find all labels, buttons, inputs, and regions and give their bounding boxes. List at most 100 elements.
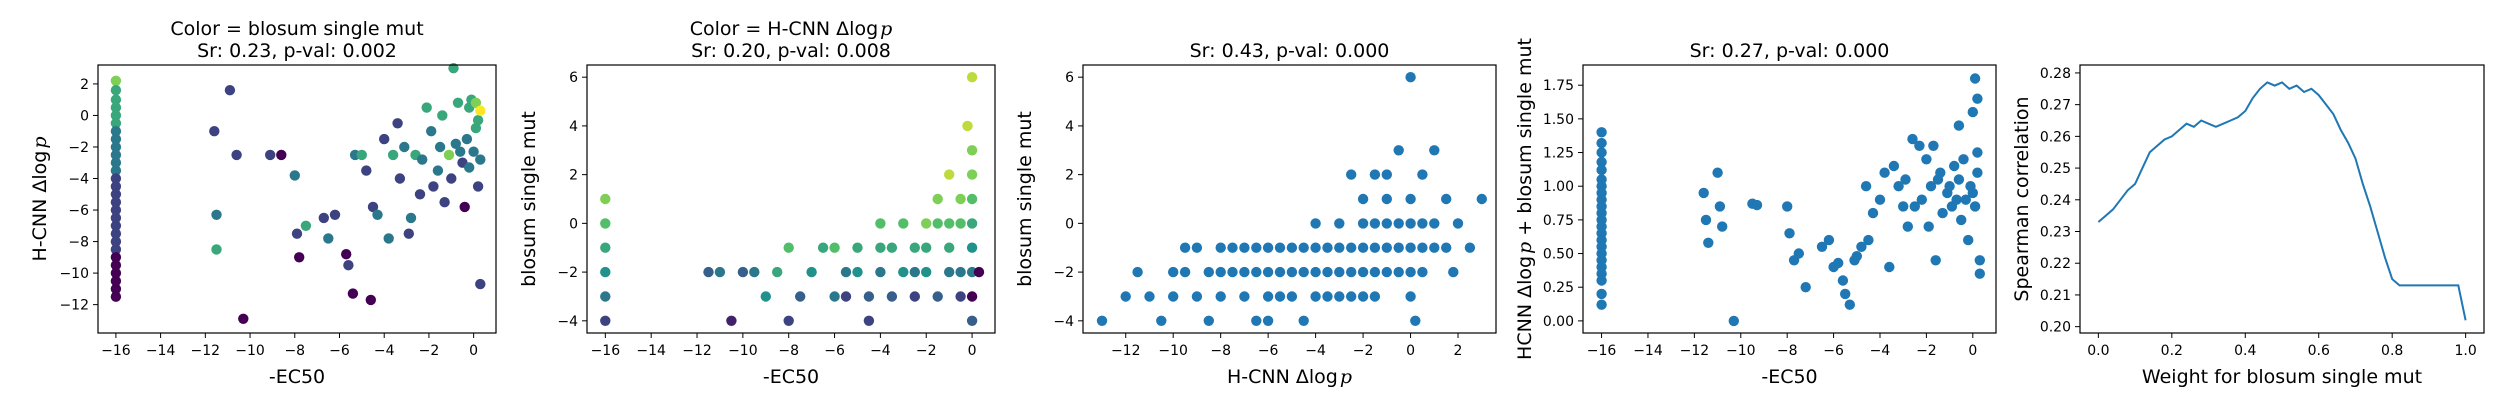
y-tick-label: 6	[569, 70, 578, 86]
x-tick-label: −16	[591, 343, 621, 359]
data-point	[475, 105, 486, 116]
data-point	[1346, 169, 1357, 180]
data-point	[452, 97, 464, 109]
data-point	[110, 275, 122, 287]
data-point	[1132, 266, 1143, 278]
x-tick-label: 0	[1968, 343, 1977, 359]
data-point	[875, 266, 886, 278]
data-point	[1203, 266, 1215, 278]
y-tick-label: 2	[80, 77, 89, 93]
data-point	[760, 291, 771, 302]
data-point	[1310, 291, 1321, 302]
data-point	[909, 266, 920, 278]
data-point	[437, 110, 448, 121]
data-point	[932, 218, 943, 229]
data-point	[1907, 133, 1918, 145]
data-point	[110, 197, 122, 208]
x-tick-label: −8	[778, 343, 799, 359]
data-point	[405, 212, 417, 224]
y-axis-label: blosum single mut	[1014, 111, 1036, 287]
y-tick-label: 0	[569, 216, 578, 232]
x-tick-label: −4	[1305, 343, 1326, 359]
data-point	[1405, 291, 1416, 302]
data-point	[1405, 242, 1416, 253]
data-point	[110, 141, 122, 153]
data-point	[1937, 207, 1948, 219]
data-point	[1900, 174, 1911, 185]
data-point	[955, 266, 966, 278]
data-point	[1596, 127, 1607, 138]
chart-2: −16 −14 −12 −10 −8 −6 −4 −2 0 −4 −2 0 2 4 6 -EC50 blosum…	[518, 18, 996, 388]
data-point	[944, 218, 955, 229]
x-tick-label: −4	[1870, 343, 1891, 359]
data-point	[1215, 291, 1226, 302]
data-point	[209, 126, 220, 137]
plot-area	[2097, 81, 2467, 321]
data-point	[966, 72, 978, 83]
x-tick-label: −6	[1258, 343, 1279, 359]
data-point	[817, 242, 829, 253]
data-point	[110, 228, 122, 239]
data-point	[110, 244, 122, 255]
data-point	[1833, 257, 1844, 269]
y-tick-label: 0	[80, 108, 89, 124]
data-point	[966, 145, 978, 156]
data-point	[341, 249, 352, 260]
data-point	[1298, 315, 1309, 326]
data-point	[1958, 154, 1969, 165]
data-point	[921, 266, 932, 278]
data-point	[1452, 218, 1464, 229]
data-point	[329, 209, 341, 220]
data-point	[231, 149, 242, 161]
data-point	[714, 266, 726, 278]
data-point	[1953, 120, 1965, 131]
data-point	[1357, 291, 1369, 302]
data-point	[1357, 193, 1369, 205]
data-point	[1239, 291, 1250, 302]
data-point	[962, 120, 973, 132]
x-tick-label: −2	[1916, 343, 1937, 359]
data-point	[291, 228, 303, 239]
x-tick-label: −6	[824, 343, 845, 359]
data-point	[1784, 228, 1795, 239]
data-point	[1215, 242, 1226, 253]
data-point	[1928, 140, 1939, 151]
data-point	[1168, 266, 1179, 278]
data-point	[783, 242, 794, 253]
data-point	[1346, 291, 1357, 302]
data-point	[1902, 221, 1914, 232]
data-point	[1916, 194, 1928, 205]
data-point	[1393, 145, 1404, 156]
data-point	[1956, 214, 1967, 226]
data-point	[1974, 255, 1986, 266]
data-point	[110, 110, 122, 121]
data-point	[1203, 315, 1215, 326]
data-point	[1096, 315, 1108, 326]
x-tick-label: −14	[636, 343, 666, 359]
data-point	[211, 244, 222, 255]
data-point	[1334, 242, 1345, 253]
data-point	[446, 173, 457, 184]
data-point	[966, 193, 978, 205]
data-point	[1596, 288, 1607, 300]
data-point	[955, 291, 966, 302]
y-tick-label: 0.27	[2040, 98, 2071, 114]
data-point	[289, 170, 300, 181]
data-point	[1322, 266, 1333, 278]
y-tick-label: −2	[68, 140, 89, 156]
axes-frame	[2079, 64, 2485, 334]
data-point	[1298, 242, 1309, 253]
data-point	[1856, 241, 1867, 252]
x-tick-label: −6	[1823, 343, 1844, 359]
data-point	[772, 266, 783, 278]
y-tick-label: 1.50	[1543, 112, 1574, 128]
data-point	[1251, 242, 1262, 253]
data-point	[909, 242, 920, 253]
y-tick-label: 0.26	[2040, 129, 2071, 145]
chart-subtitle: Sr: 0.43, p-val: 0.000	[1190, 40, 1390, 62]
x-tick-label: 0.6	[2308, 343, 2330, 359]
data-point	[1405, 218, 1416, 229]
data-point	[110, 291, 122, 302]
data-point	[110, 283, 122, 295]
x-tick-label: −2	[916, 343, 937, 359]
